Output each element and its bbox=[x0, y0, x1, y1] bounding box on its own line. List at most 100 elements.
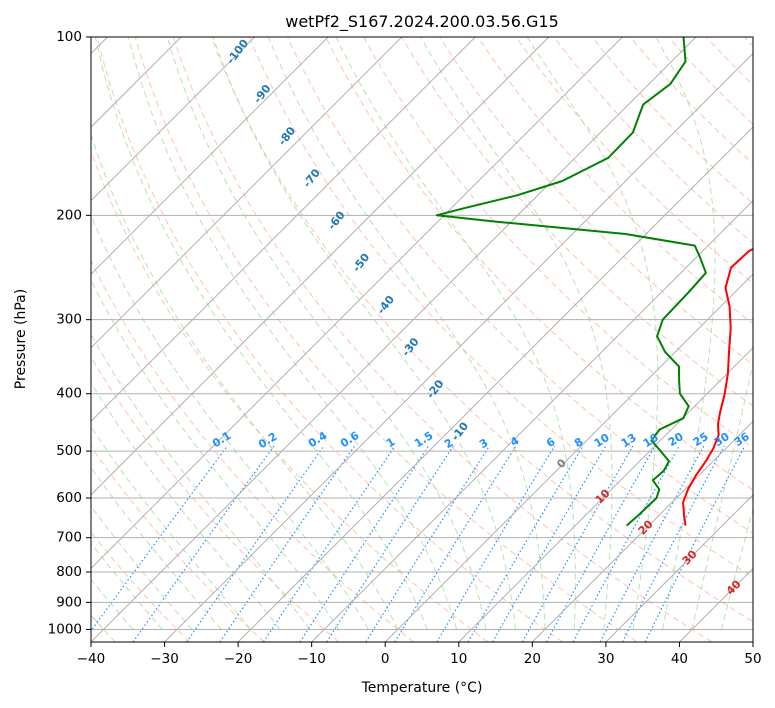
moist-adiabat-line bbox=[94, 37, 428, 630]
temperature-line bbox=[682, 247, 753, 526]
moist-adiabat-line bbox=[91, 214, 369, 630]
isotherm-line bbox=[384, 273, 753, 642]
moist-adiabat-line bbox=[655, 37, 716, 630]
moist-adiabat-label: 20 bbox=[636, 517, 656, 537]
mixing-ratio-line bbox=[365, 445, 491, 642]
profile-lines bbox=[435, 37, 753, 527]
isotherm-line bbox=[164, 52, 753, 642]
moist-adiabat-line bbox=[335, 37, 576, 630]
mixing-ratio-label: 13 bbox=[619, 431, 639, 450]
dry-adiabat-line bbox=[91, 259, 414, 642]
dry-adiabat-line bbox=[172, 37, 713, 642]
x-tick-label: −10 bbox=[297, 651, 326, 667]
moist-adiabat-line bbox=[267, 37, 546, 630]
dry-adiabat-line bbox=[210, 37, 753, 623]
isotherm-line bbox=[311, 199, 753, 642]
dry-adiabat-line bbox=[705, 37, 753, 86]
dry-adiabat-label: -20 bbox=[424, 377, 447, 401]
dry-adiabat-label: -30 bbox=[399, 335, 422, 359]
isotherm-line bbox=[752, 641, 753, 642]
y-tick-label: 400 bbox=[56, 386, 82, 402]
mixing-ratio-label: 0.1 bbox=[210, 429, 233, 450]
dry-adiabat-line bbox=[439, 37, 753, 366]
x-tick-label: −20 bbox=[224, 651, 253, 667]
moist-adiabat-line bbox=[91, 133, 399, 630]
isotherm-line bbox=[531, 420, 753, 642]
mixing-ratio-line bbox=[326, 445, 454, 642]
isotherm-line bbox=[91, 37, 476, 423]
plot-area: -100-90-80-70-60-50-40-30-20-100.1 0.2 0.4… bbox=[91, 37, 753, 642]
dry-adiabat-label: -70 bbox=[300, 166, 323, 190]
mixing-ratio-label: 20 bbox=[666, 430, 686, 449]
dry-adiabat-line bbox=[401, 37, 753, 407]
isobars bbox=[91, 37, 753, 630]
moist-adiabat-line bbox=[91, 542, 163, 630]
x-tick-label: 30 bbox=[597, 651, 614, 667]
dry-adiabat-line bbox=[134, 37, 638, 642]
moist-adiabat-line bbox=[691, 360, 753, 630]
mixing-ratio-label: 6 bbox=[544, 435, 558, 450]
moist-adiabat-line bbox=[720, 507, 753, 630]
y-tick-label: 700 bbox=[56, 530, 82, 546]
mixing-ratio-line bbox=[299, 445, 430, 642]
reference-line-labels: -100-90-80-70-60-50-40-30-20-100.1 0.2 0.4… bbox=[210, 37, 752, 598]
x-axis-label: Temperature (°C) bbox=[361, 680, 483, 696]
mixing-ratio-line bbox=[644, 445, 746, 642]
dry-adiabat-line bbox=[363, 37, 753, 449]
mixing-ratio-label: 1 bbox=[384, 435, 397, 450]
mixing-ratio-label: 10 bbox=[592, 431, 612, 450]
y-tick-label: 100 bbox=[56, 29, 82, 45]
dry-adiabat-line bbox=[325, 37, 753, 491]
moist-adiabat-line bbox=[91, 381, 281, 630]
isotherm-line bbox=[605, 494, 753, 642]
moist-adiabat-line bbox=[91, 278, 340, 630]
mixing-ratio-label: 36 bbox=[732, 430, 752, 449]
moist-adiabats bbox=[91, 37, 753, 630]
mixing-ratio-line bbox=[622, 445, 725, 642]
mixing-ratio-line bbox=[521, 445, 634, 642]
isotherm-line bbox=[237, 126, 753, 642]
moist-adiabat-line bbox=[91, 578, 134, 630]
mixing-ratio-line bbox=[436, 445, 556, 642]
dry-adiabat-label: -50 bbox=[350, 251, 373, 275]
dry-adiabat-line bbox=[248, 37, 753, 578]
mixing-ratio-line bbox=[262, 445, 396, 642]
mixing-ratio-line bbox=[394, 445, 517, 642]
moist-adiabat-line bbox=[212, 37, 516, 630]
mixing-ratio-label: 8 bbox=[572, 435, 585, 450]
moist-adiabat-line bbox=[526, 37, 659, 630]
isotherm-line bbox=[91, 37, 329, 275]
mixing-ratio-line bbox=[467, 445, 584, 642]
x-tick-label: 50 bbox=[744, 651, 761, 667]
mixing-ratio-label: 3 bbox=[477, 436, 490, 451]
x-tick-label: 0 bbox=[381, 651, 390, 667]
moist-adiabat-line bbox=[128, 37, 458, 630]
x-tick-label: 20 bbox=[524, 651, 541, 667]
dry-adiabats bbox=[91, 37, 753, 642]
mixing-ratio-label: 25 bbox=[691, 430, 711, 449]
x-tick-label: −30 bbox=[150, 651, 179, 667]
y-axis-label: Pressure (hPa) bbox=[13, 289, 29, 389]
y-tick-label: 900 bbox=[56, 594, 82, 610]
mixing-ratio-line bbox=[91, 445, 228, 632]
y-tick-label: 200 bbox=[56, 207, 82, 223]
x-axis-ticks: −40 −30 −20 −10 0 10 20 30 40 50 bbox=[77, 642, 762, 667]
plot-frame bbox=[90, 36, 754, 643]
isotherm-line bbox=[91, 37, 697, 642]
mixing-ratio-line bbox=[132, 445, 275, 642]
y-axis-ticks: 100 200 300 400 500 600 700 800 900 1000 bbox=[48, 29, 91, 637]
dry-adiabat-label: -10 bbox=[449, 419, 472, 443]
dry-adiabat-line bbox=[591, 37, 753, 205]
x-tick-label: −40 bbox=[77, 651, 106, 667]
dry-adiabat-line bbox=[553, 37, 753, 244]
isotherm-line bbox=[91, 37, 550, 496]
dry-adiabat-line bbox=[629, 37, 753, 165]
isotherm-line bbox=[91, 37, 623, 570]
isotherm-line bbox=[91, 37, 256, 202]
mixing-ratio-label: 0.4 bbox=[306, 429, 330, 451]
isotherm-line bbox=[458, 347, 753, 642]
chart-title: wetPf2_S167.2024.200.03.56.G15 bbox=[285, 12, 559, 32]
mixing-ratio-label: 4 bbox=[508, 434, 522, 449]
dry-adiabat-label: -100 bbox=[224, 37, 251, 67]
